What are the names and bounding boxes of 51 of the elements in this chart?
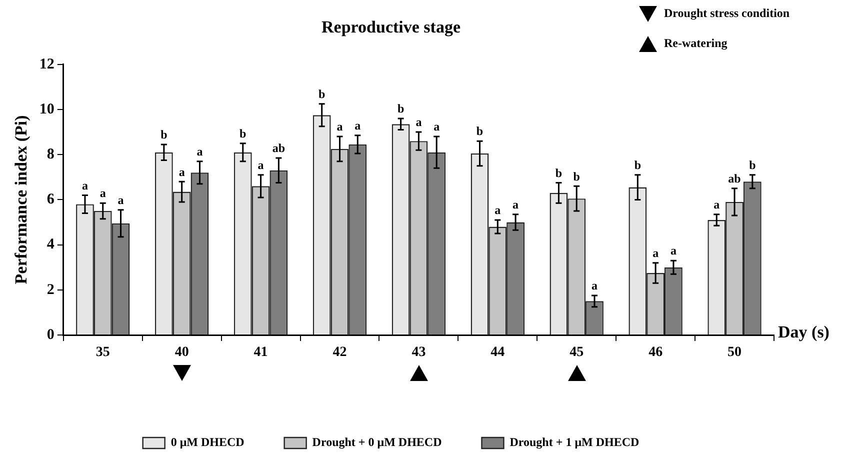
x-tick-label: 35: [96, 345, 110, 360]
data-label: b: [555, 166, 562, 180]
data-label: a: [196, 144, 203, 158]
text: Drought stress condition: [664, 6, 790, 20]
x-tick-label: 40: [174, 345, 189, 360]
data-label: a: [434, 120, 440, 134]
data-label: a: [178, 164, 185, 179]
data-label: b: [318, 86, 326, 101]
data-label: a: [82, 178, 88, 192]
y-tick-label: 8: [46, 146, 54, 162]
y-tick-label: 2: [46, 282, 54, 298]
data-label: a: [670, 244, 676, 258]
data-label: ab: [728, 172, 742, 186]
data-label: a: [494, 203, 501, 218]
data-label: a: [336, 120, 343, 134]
text: Re-watering: [664, 36, 728, 50]
x-tick-label: 45: [570, 345, 584, 360]
x-tick-label: 50: [728, 345, 742, 360]
data-label: a: [714, 197, 720, 212]
x-tick-label: 41: [254, 345, 268, 360]
x-tick-label: 46: [648, 345, 663, 360]
data-label: b: [160, 128, 168, 142]
y-tick-label: 4: [46, 236, 55, 253]
y-tick-label: 0: [46, 326, 54, 343]
data-label: b: [476, 124, 484, 138]
x-tick-label: 44: [490, 345, 505, 360]
y-tick-label: 10: [39, 101, 54, 118]
data-label: a: [354, 118, 361, 133]
data-label: a: [100, 186, 106, 200]
legend-label: Drought + 1 μM DHECD: [510, 435, 640, 450]
x-tick-label: 43: [412, 345, 426, 360]
data-label: ab: [272, 141, 286, 156]
data-label: b: [749, 158, 756, 172]
data-label: b: [573, 169, 580, 184]
data-label: b: [634, 158, 642, 172]
y-tick-label: 6: [46, 192, 55, 208]
data-label: a: [118, 192, 124, 207]
chart-title: Reproductive stage: [322, 18, 461, 37]
y-tick-label: 12: [39, 56, 54, 72]
data-label: a: [512, 197, 519, 212]
x-tick-label: 42: [332, 345, 347, 360]
x-axis-title: Day (s): [778, 322, 830, 342]
data-label: b: [240, 126, 247, 140]
data-label: a: [258, 158, 264, 172]
y-axis-title: Performance index (Pi): [12, 115, 31, 284]
legend-label: 0 μM DHECD: [170, 435, 245, 450]
legend-label: Drought + 0 μM DHECD: [312, 435, 442, 450]
data-label: a: [416, 115, 422, 130]
data-label: a: [592, 278, 598, 293]
data-label: a: [652, 246, 659, 260]
data-label: b: [397, 102, 404, 116]
